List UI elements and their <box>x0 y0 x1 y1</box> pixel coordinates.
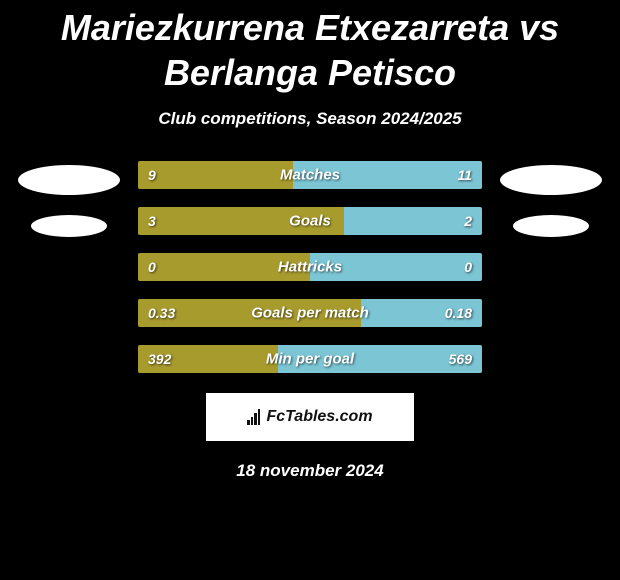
page-title: Mariezkurrena Etxezarreta vs Berlanga Pe… <box>0 0 620 95</box>
date-text: 18 november 2024 <box>0 461 620 481</box>
stat-value-left: 9 <box>148 167 156 183</box>
bar-segment-right <box>344 207 482 235</box>
stat-value-right: 0 <box>464 259 472 275</box>
stat-label: Min per goal <box>266 351 354 368</box>
bar-segment-left <box>138 161 293 189</box>
left-avatar-large <box>18 165 120 195</box>
right-avatar-large <box>500 165 602 195</box>
stat-value-left: 392 <box>148 351 171 367</box>
comparison-panel: Matches 9 11 Goals 3 2 Hattricks 0 0 Goals per ma… <box>0 161 620 373</box>
stat-label: Hattricks <box>278 259 342 276</box>
stat-label: Matches <box>280 167 340 184</box>
stat-value-left: 0.33 <box>148 305 175 321</box>
left-avatar-small <box>31 215 107 237</box>
bars-icon <box>247 409 260 425</box>
stat-bar: Goals 3 2 <box>138 207 482 235</box>
brand-text: FcTables.com <box>266 408 372 426</box>
stat-value-left: 0 <box>148 259 156 275</box>
stat-bar: Min per goal 392 569 <box>138 345 482 373</box>
right-avatar-small <box>513 215 589 237</box>
left-avatar-column <box>18 161 120 237</box>
right-avatar-column <box>500 161 602 237</box>
stat-value-right: 11 <box>457 167 472 183</box>
stat-value-right: 2 <box>464 213 472 229</box>
stat-value-right: 569 <box>449 351 472 367</box>
stat-bars: Matches 9 11 Goals 3 2 Hattricks 0 0 Goals per ma… <box>138 161 482 373</box>
stat-bar: Goals per match 0.33 0.18 <box>138 299 482 327</box>
subtitle: Club competitions, Season 2024/2025 <box>0 109 620 129</box>
stat-bar: Hattricks 0 0 <box>138 253 482 281</box>
stat-value-right: 0.18 <box>445 305 472 321</box>
stat-value-left: 3 <box>148 213 156 229</box>
stat-label: Goals <box>289 213 331 230</box>
stat-bar: Matches 9 11 <box>138 161 482 189</box>
stat-label: Goals per match <box>251 305 369 322</box>
brand-box: FcTables.com <box>206 393 414 441</box>
